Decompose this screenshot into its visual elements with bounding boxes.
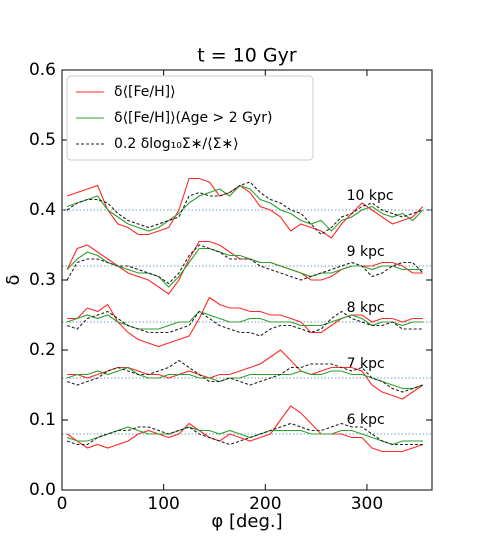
y-tick-label: 0.6 bbox=[29, 60, 56, 80]
series-line bbox=[66, 426, 423, 446]
radius-label: 8 kpc bbox=[347, 300, 385, 316]
series-line bbox=[66, 247, 423, 288]
y-tick-label: 0.0 bbox=[29, 480, 56, 500]
y-tick-label: 0.1 bbox=[29, 410, 56, 430]
radius-label: 7 kpc bbox=[347, 356, 385, 372]
y-tick-label: 0.3 bbox=[29, 270, 56, 290]
series-line bbox=[66, 405, 424, 453]
legend-label: δ⟨[Fe/H]⟩ bbox=[114, 84, 176, 100]
y-axis-label: δ bbox=[3, 274, 24, 285]
series-line bbox=[66, 184, 424, 232]
plot-frame bbox=[61, 69, 433, 491]
x-tick-label: 0 bbox=[57, 494, 68, 514]
series-line bbox=[66, 177, 424, 239]
series-line bbox=[67, 296, 423, 348]
legend-box bbox=[66, 75, 314, 161]
x-tick-label: 300 bbox=[351, 494, 383, 514]
series-line bbox=[66, 310, 423, 337]
series-line bbox=[66, 310, 423, 330]
legend: δ⟨[Fe/H]⟩ δ⟨[Fe/H]⟩(Age > 2 Gyr) 0.2 δlog₁… bbox=[66, 75, 314, 161]
series-line bbox=[66, 181, 424, 236]
y-tick-label: 0.2 bbox=[29, 340, 56, 360]
chart-title: t = 10 Gyr bbox=[197, 45, 297, 67]
radius-label: 6 kpc bbox=[347, 412, 385, 428]
x-axis-label: φ [deg.] bbox=[211, 511, 282, 532]
y-tick-label: 0.5 bbox=[29, 130, 56, 150]
legend-label: δ⟨[Fe/H]⟩(Age > 2 Gyr) bbox=[114, 110, 272, 126]
radius-label: 10 kpc bbox=[347, 188, 394, 204]
legend-label: 0.2 δlog₁₀Σ∗/⟨Σ∗⟩ bbox=[114, 136, 239, 152]
series-line bbox=[66, 366, 424, 390]
series-line bbox=[67, 349, 424, 400]
y-tick-label: 0.4 bbox=[29, 200, 56, 220]
series-line bbox=[66, 359, 424, 393]
x-tick-label: 200 bbox=[249, 494, 281, 514]
radius-label: 9 kpc bbox=[347, 244, 385, 260]
x-tick-label: 100 bbox=[147, 494, 179, 514]
series-line bbox=[66, 244, 424, 285]
